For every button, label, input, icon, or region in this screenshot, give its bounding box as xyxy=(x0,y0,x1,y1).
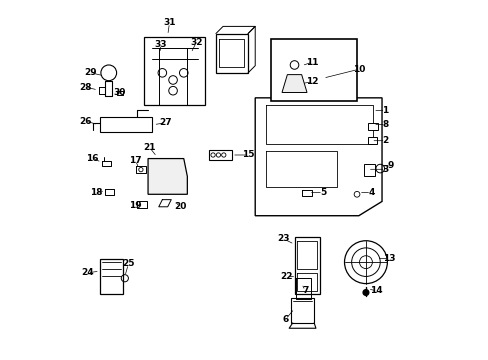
Text: 18: 18 xyxy=(90,188,102,197)
Text: 26: 26 xyxy=(79,117,92,126)
Text: 14: 14 xyxy=(369,286,382,295)
Text: 28: 28 xyxy=(79,83,92,92)
Text: 13: 13 xyxy=(382,254,395,263)
Text: 32: 32 xyxy=(190,38,202,47)
Text: 22: 22 xyxy=(280,272,292,281)
Text: 17: 17 xyxy=(129,156,142,165)
Text: 2: 2 xyxy=(382,136,388,145)
Text: 11: 11 xyxy=(305,58,318,67)
Polygon shape xyxy=(216,33,247,73)
Polygon shape xyxy=(294,237,319,294)
Polygon shape xyxy=(255,98,381,216)
Text: 9: 9 xyxy=(387,161,393,170)
Text: 21: 21 xyxy=(143,143,156,152)
Text: 10: 10 xyxy=(352,65,364,74)
Text: 25: 25 xyxy=(122,260,134,269)
Text: 19: 19 xyxy=(129,201,142,210)
Polygon shape xyxy=(144,37,205,105)
Text: 23: 23 xyxy=(277,234,289,243)
Text: 29: 29 xyxy=(84,68,97,77)
Polygon shape xyxy=(100,117,151,132)
Text: 7: 7 xyxy=(302,286,308,295)
Polygon shape xyxy=(367,137,376,144)
Circle shape xyxy=(363,290,368,296)
Text: 30: 30 xyxy=(113,88,125,97)
Text: 20: 20 xyxy=(174,202,186,211)
Polygon shape xyxy=(364,164,374,176)
Text: 24: 24 xyxy=(81,268,93,277)
Bar xyxy=(271,39,356,102)
Polygon shape xyxy=(100,258,123,294)
Text: 8: 8 xyxy=(382,120,388,129)
Text: 3: 3 xyxy=(382,165,388,174)
Text: 16: 16 xyxy=(86,154,99,163)
Text: 33: 33 xyxy=(154,40,166,49)
Text: 31: 31 xyxy=(163,18,175,27)
Polygon shape xyxy=(148,158,187,194)
Polygon shape xyxy=(290,298,313,323)
Polygon shape xyxy=(367,123,378,130)
Text: 1: 1 xyxy=(382,106,388,115)
Text: 12: 12 xyxy=(305,77,318,86)
Text: 27: 27 xyxy=(159,118,172,127)
Text: 15: 15 xyxy=(242,150,254,159)
Polygon shape xyxy=(282,75,306,93)
Text: 5: 5 xyxy=(319,188,325,197)
Text: 4: 4 xyxy=(367,188,374,197)
Text: 6: 6 xyxy=(282,315,288,324)
Polygon shape xyxy=(208,150,231,160)
